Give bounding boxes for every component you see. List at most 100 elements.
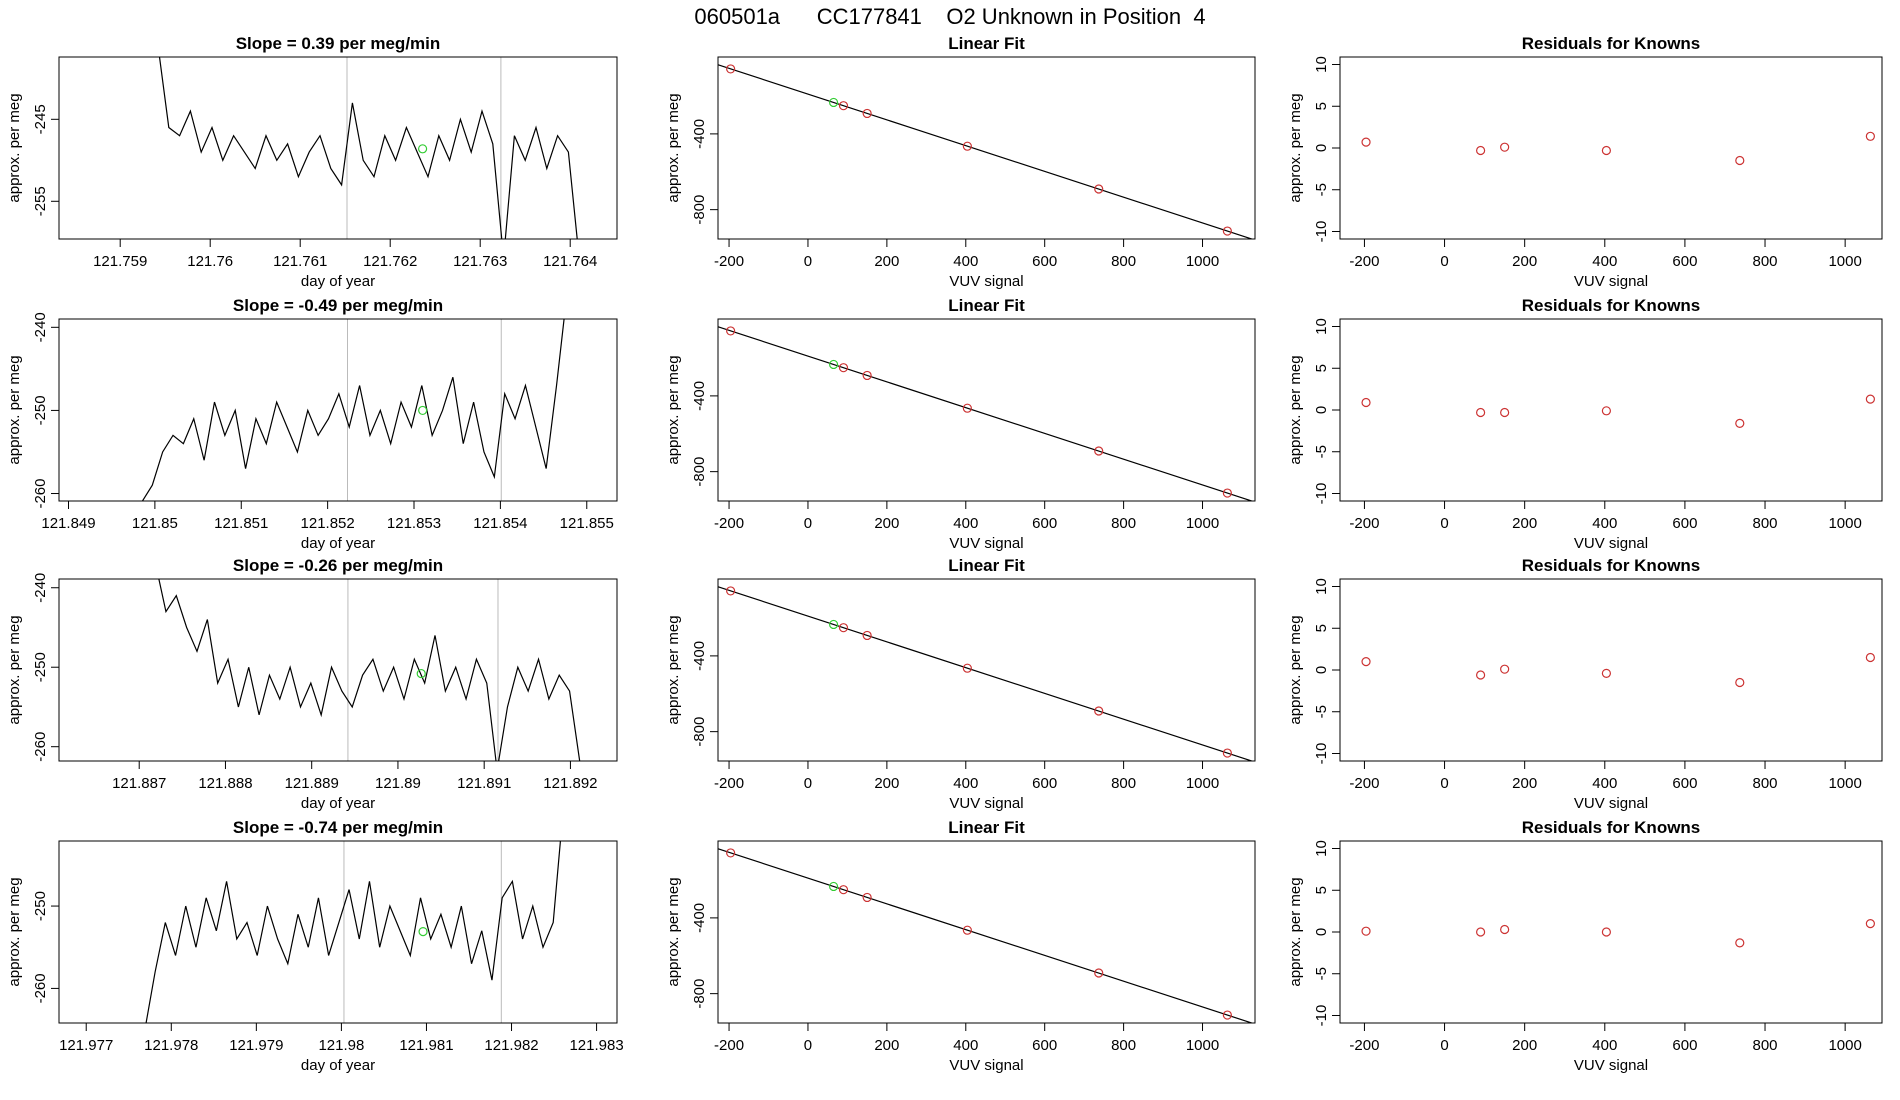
x-tick-label: 800: [1753, 775, 1778, 792]
panel-title: Linear Fit: [948, 34, 1025, 53]
point: [726, 586, 736, 596]
x-tick-label: 600: [1032, 1037, 1057, 1054]
panel-title: Linear Fit: [948, 556, 1025, 575]
panel-title: Residuals for Knowns: [1522, 556, 1701, 575]
y-tick-label: -255: [32, 186, 49, 216]
point: [1476, 145, 1486, 156]
y-tick-label: -400: [691, 119, 708, 149]
point: [1476, 670, 1486, 680]
y-tick-label: -5: [1313, 705, 1330, 718]
y-axis-label: approx. per meg: [665, 93, 682, 202]
x-tick-label: 1000: [1828, 515, 1861, 532]
y-tick-label: -260: [32, 479, 49, 509]
x-tick-label: 121.887: [112, 775, 166, 792]
x-tick-label: 200: [874, 775, 899, 792]
point: [1094, 446, 1104, 456]
data-line: [158, 579, 581, 761]
data-line: [145, 841, 562, 1023]
x-tick-label: 600: [1672, 253, 1697, 270]
x-tick-label: 200: [874, 515, 899, 532]
marker-point: [418, 926, 428, 937]
x-tick-label: 121.892: [543, 775, 597, 792]
x-tick-label: -200: [1349, 775, 1379, 792]
x-axis-label: day of year: [301, 273, 375, 290]
x-tick-label: 121.759: [93, 253, 147, 270]
panel-title: Slope = -0.74 per meg/min: [233, 818, 443, 837]
x-tick-label: 0: [1440, 775, 1448, 792]
panel-title: Slope = -0.26 per meg/min: [233, 556, 443, 575]
plot-frame: [58, 578, 618, 762]
point: [1361, 926, 1371, 936]
point: [1601, 406, 1611, 416]
point: [1735, 677, 1745, 688]
point: [962, 141, 972, 151]
y-tick-label: 5: [1313, 102, 1330, 110]
x-tick-label: 1000: [1828, 775, 1861, 792]
x-tick-label: 600: [1032, 515, 1057, 532]
y-tick-label: -250: [32, 891, 49, 921]
x-tick-label: 121.981: [399, 1037, 453, 1054]
x-axis-label: VUV signal: [949, 535, 1023, 552]
y-tick-label: 0: [1313, 666, 1330, 674]
x-tick-label: 121.853: [387, 515, 441, 532]
point: [1476, 927, 1486, 937]
x-tick-label: 121.76: [187, 253, 233, 270]
y-tick-label: 10: [1313, 56, 1330, 73]
y-tick-label: 10: [1313, 840, 1330, 857]
y-axis-label: approx. per meg: [665, 615, 682, 724]
x-tick-label: 1000: [1186, 515, 1219, 532]
y-tick-label: -260: [32, 732, 49, 762]
x-axis-label: VUV signal: [1574, 535, 1648, 552]
y-tick-label: -5: [1313, 967, 1330, 980]
x-tick-label: 121.761: [273, 253, 327, 270]
x-tick-label: 800: [1753, 253, 1778, 270]
x-tick-label: -200: [714, 515, 744, 532]
x-tick-label: 121.855: [560, 515, 614, 532]
plot-frame: [1339, 318, 1883, 502]
y-tick-label: -5: [1313, 445, 1330, 458]
x-tick-label: 800: [1111, 1037, 1136, 1054]
y-axis-label: approx. per meg: [1287, 615, 1304, 724]
panel-title: Slope = -0.49 per meg/min: [233, 296, 443, 315]
x-tick-label: 600: [1032, 253, 1057, 270]
y-tick-label: -10: [1313, 743, 1330, 765]
x-tick-label: -200: [1349, 1037, 1379, 1054]
plot-frame: [58, 56, 618, 240]
point: [1500, 664, 1510, 674]
point: [1094, 184, 1104, 194]
point: [838, 101, 849, 111]
point: [1735, 938, 1745, 948]
x-tick-label: 600: [1032, 775, 1057, 792]
point: [838, 623, 849, 633]
x-tick-label: 400: [1592, 775, 1617, 792]
x-tick-label: 1000: [1186, 775, 1219, 792]
point: [829, 359, 839, 370]
y-tick-label: -10: [1313, 1005, 1330, 1027]
x-tick-label: 800: [1111, 775, 1136, 792]
figure-title: 060501a CC177841 O2 Unknown in Position …: [694, 4, 1205, 29]
point: [1094, 706, 1104, 716]
x-tick-label: 400: [1592, 253, 1617, 270]
y-tick-label: -250: [32, 395, 49, 425]
point: [862, 630, 872, 641]
plot-frame: [1339, 840, 1883, 1024]
y-tick-label: 5: [1313, 624, 1330, 632]
point: [1094, 968, 1104, 978]
point: [1735, 418, 1745, 428]
fit-line: [718, 326, 1254, 501]
plot-frame: [1339, 578, 1883, 762]
y-axis-label: approx. per meg: [1287, 355, 1304, 464]
y-tick-label: -5: [1313, 183, 1330, 196]
y-tick-label: 10: [1313, 318, 1330, 335]
x-tick-label: 121.979: [229, 1037, 283, 1054]
point: [1500, 924, 1510, 935]
data-line: [158, 57, 578, 239]
y-axis-label: approx. per meg: [665, 355, 682, 464]
y-tick-label: -10: [1313, 483, 1330, 505]
x-tick-label: 800: [1753, 515, 1778, 532]
y-axis-label: approx. per meg: [6, 877, 23, 986]
point: [1601, 145, 1611, 156]
y-tick-label: -800: [691, 457, 708, 487]
x-tick-label: 121.888: [198, 775, 252, 792]
x-tick-label: 121.98: [318, 1037, 364, 1054]
